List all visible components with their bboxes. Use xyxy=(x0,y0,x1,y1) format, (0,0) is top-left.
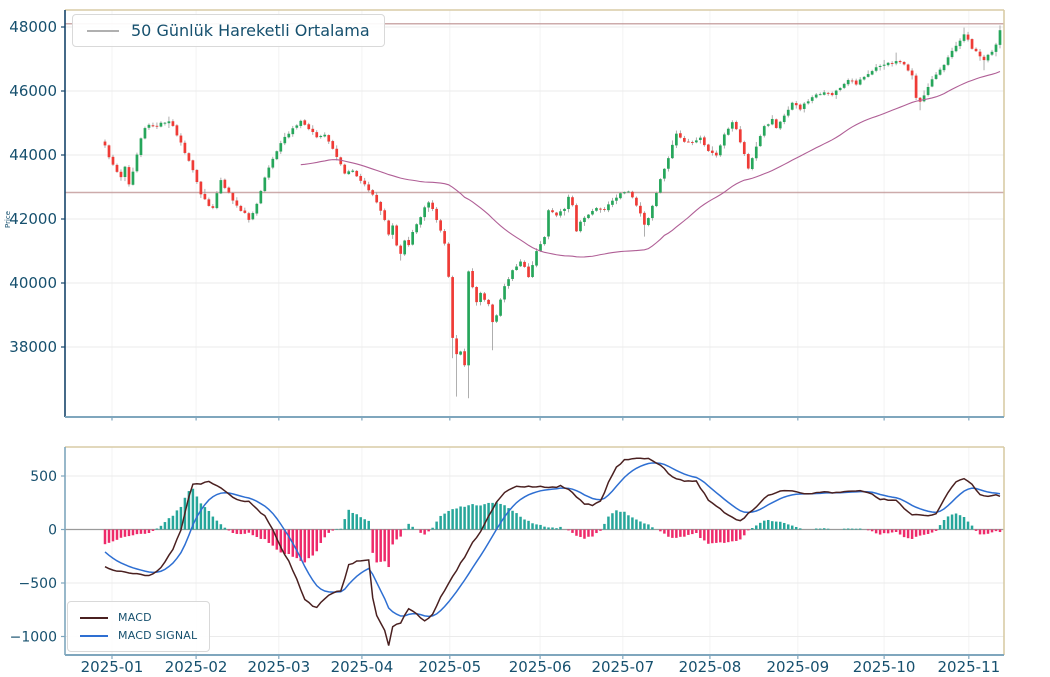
svg-text:0: 0 xyxy=(48,523,57,539)
svg-text:2025-04: 2025-04 xyxy=(331,658,394,676)
svg-text:2025-11: 2025-11 xyxy=(937,658,1000,676)
macd-signal-line-swatch xyxy=(80,634,108,637)
svg-text:44000: 44000 xyxy=(9,146,57,164)
svg-text:38000: 38000 xyxy=(9,338,57,356)
macd-line-swatch xyxy=(80,616,108,619)
macd-legend-label: MACD xyxy=(118,611,152,624)
svg-text:2025-10: 2025-10 xyxy=(853,658,916,676)
svg-text:40000: 40000 xyxy=(9,274,57,292)
svg-text:2025-03: 2025-03 xyxy=(247,658,310,676)
svg-text:2025-06: 2025-06 xyxy=(509,658,572,676)
macd-legend: MACD MACD SIGNAL xyxy=(67,601,211,652)
svg-text:2025-01: 2025-01 xyxy=(81,658,144,676)
macd-signal-legend-label: MACD SIGNAL xyxy=(118,629,198,642)
svg-text:46000: 46000 xyxy=(9,82,57,100)
svg-text:2025-05: 2025-05 xyxy=(418,658,481,676)
ma-legend: 50 Günlük Hareketli Ortalama xyxy=(72,14,385,47)
svg-text:2025-07: 2025-07 xyxy=(591,658,654,676)
svg-text:42000: 42000 xyxy=(9,210,57,228)
ma-legend-label: 50 Günlük Hareketli Ortalama xyxy=(131,21,370,40)
svg-text:2025-02: 2025-02 xyxy=(165,658,228,676)
ma-line-swatch xyxy=(87,29,119,32)
svg-text:Price: Price xyxy=(4,211,12,228)
svg-text:−1000: −1000 xyxy=(10,630,57,646)
svg-text:500: 500 xyxy=(30,469,57,485)
svg-text:−500: −500 xyxy=(19,576,57,592)
svg-text:48000: 48000 xyxy=(9,18,57,36)
svg-text:2025-09: 2025-09 xyxy=(766,658,829,676)
svg-text:2025-08: 2025-08 xyxy=(679,658,742,676)
